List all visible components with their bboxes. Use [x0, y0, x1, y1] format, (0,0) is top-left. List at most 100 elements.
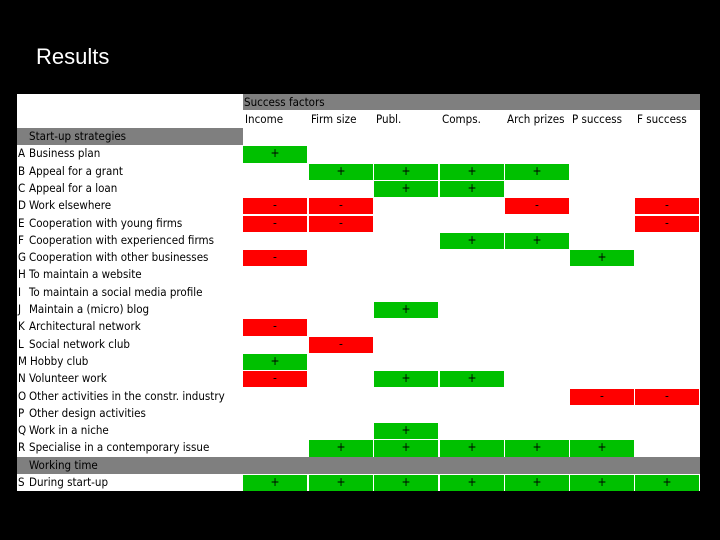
table-cell: [570, 302, 634, 319]
table-cell: [243, 284, 307, 301]
table-cell: [505, 319, 569, 336]
plus-mark: +: [270, 353, 280, 368]
plus-mark: +: [401, 163, 411, 178]
table-cell: +: [635, 475, 699, 492]
row-label: Appeal for a grant: [29, 163, 123, 178]
table-cell: -: [309, 215, 373, 232]
plus-mark: +: [401, 440, 411, 455]
table-cell: -: [243, 250, 307, 267]
table-cell: [243, 440, 307, 457]
table-cell: [635, 405, 699, 423]
table-cell: [374, 388, 438, 405]
table-cell: [440, 388, 504, 405]
row-code: J: [18, 302, 22, 316]
header-blank-cell: [243, 128, 307, 144]
table-cell: [243, 302, 307, 319]
row-label: Cooperation with young firms: [29, 215, 183, 230]
section-label: Working time: [29, 457, 98, 472]
minus-mark: -: [665, 388, 669, 403]
table-cell: [635, 302, 699, 319]
table-cell: [243, 405, 307, 423]
table-cell: [309, 353, 373, 371]
table-cell: [243, 180, 307, 198]
minus-mark: -: [273, 198, 277, 213]
minus-mark: -: [600, 388, 604, 403]
table-cell: [309, 405, 373, 423]
row-label: Work elsewhere: [29, 198, 112, 213]
row-label: Architectural network: [29, 319, 141, 334]
table-cell: [505, 388, 569, 405]
minus-mark: -: [665, 215, 669, 230]
table-cell: +: [243, 146, 307, 163]
row-label: Cooperation with experienced firms: [29, 232, 214, 247]
row-code: C: [18, 180, 26, 195]
row-label: Business plan: [29, 146, 101, 161]
section-band: [17, 128, 243, 145]
table-cell: [309, 284, 373, 301]
table-cell: +: [374, 371, 438, 388]
row-code: D: [18, 198, 26, 213]
table-cell: [440, 250, 504, 267]
row-code: L: [18, 336, 24, 351]
header-group-label: Success factors: [244, 95, 325, 109]
table-cell: +: [309, 475, 373, 492]
plus-mark: +: [532, 232, 542, 247]
table-cell: +: [570, 440, 634, 457]
plus-mark: +: [401, 302, 411, 316]
row-code: P: [18, 405, 25, 420]
table-cell: [635, 371, 699, 388]
table-cell: [374, 336, 438, 353]
table-cell: [243, 232, 307, 250]
table-cell: -: [570, 388, 634, 405]
table-cell: +: [374, 180, 438, 198]
table-cell: [309, 146, 373, 163]
table-cell: [243, 388, 307, 405]
column-header-5: Arch prizes: [507, 112, 565, 126]
row-label: Other activities in the constr. industry: [29, 388, 225, 403]
row-label: Work in a niche: [29, 423, 109, 438]
table-cell: [374, 284, 438, 301]
table-cell: [570, 371, 634, 388]
table-cell: [635, 336, 699, 353]
plus-mark: +: [401, 180, 411, 195]
column-header-6: P success: [572, 112, 622, 126]
table-cell: [570, 336, 634, 353]
table-cell: +: [505, 232, 569, 250]
table-cell: [374, 319, 438, 336]
table-cell: [505, 267, 569, 284]
minus-mark: -: [665, 198, 669, 213]
table-cell: -: [505, 198, 569, 215]
row-code: I: [18, 284, 22, 299]
row-code: R: [18, 440, 26, 455]
table-cell: [243, 267, 307, 284]
table-cell: [309, 180, 373, 198]
table-cell: +: [243, 353, 307, 371]
table-cell: [440, 267, 504, 284]
minus-mark: -: [273, 319, 277, 334]
table-cell: [505, 353, 569, 371]
header-blank-cell: [374, 128, 438, 144]
table-cell: [505, 423, 569, 440]
minus-mark: -: [273, 250, 277, 265]
row-label: Other design activities: [29, 405, 146, 420]
table-cell: [374, 353, 438, 371]
table-cell: [635, 250, 699, 267]
plus-mark: +: [467, 232, 477, 247]
table-cell: [243, 336, 307, 353]
plus-mark: +: [532, 440, 542, 455]
row-label: To maintain a website: [29, 267, 142, 282]
table-cell: [440, 405, 504, 423]
table-cell: [440, 215, 504, 232]
header-blank-cell: [635, 128, 699, 144]
table-cell: [635, 440, 699, 457]
row-label: Maintain a (micro) blog: [29, 302, 150, 316]
table-cell: -: [635, 388, 699, 405]
plus-mark: +: [597, 475, 607, 489]
table-cell: [505, 215, 569, 232]
table-cell: [374, 405, 438, 423]
table-cell: [309, 267, 373, 284]
slide-title: Results: [36, 44, 110, 69]
table-cell: [570, 319, 634, 336]
table-cell: +: [374, 163, 438, 180]
table-cell: [309, 250, 373, 267]
